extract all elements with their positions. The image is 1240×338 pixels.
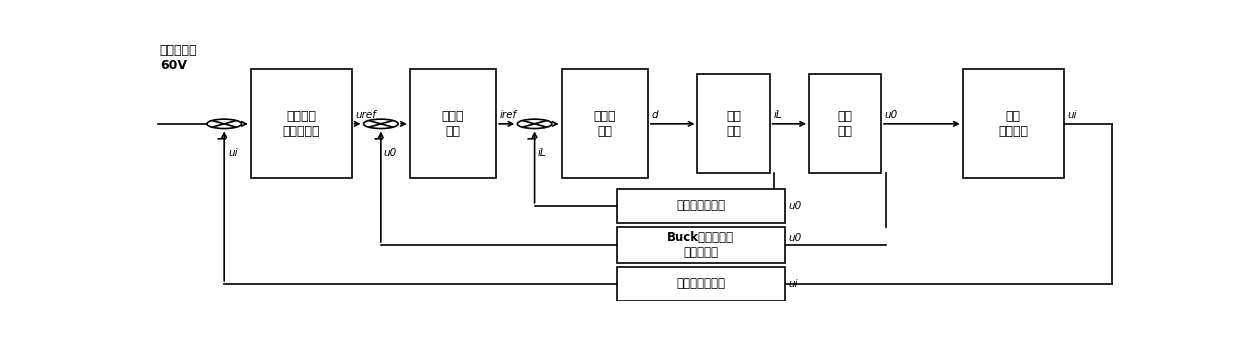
Bar — [808, 74, 882, 173]
Bar — [962, 69, 1064, 178]
Bar — [616, 189, 785, 223]
Bar — [250, 69, 351, 178]
Text: 电压
变换: 电压 变换 — [837, 110, 852, 138]
Text: −: − — [372, 131, 383, 145]
Bar — [616, 227, 785, 263]
Text: 60V: 60V — [160, 59, 187, 72]
Text: Buck变换器输出
电压反馈值: Buck变换器输出 电压反馈值 — [667, 231, 734, 259]
Text: 电感电流反馈值: 电感电流反馈值 — [676, 199, 725, 212]
Text: 电流
变换: 电流 变换 — [727, 110, 742, 138]
Text: 电压控
制器: 电压控 制器 — [441, 110, 464, 138]
Text: −: − — [526, 131, 537, 145]
Bar — [562, 69, 649, 178]
Text: d: d — [652, 110, 658, 120]
Text: 电流控
制器: 电流控 制器 — [594, 110, 616, 138]
Bar — [409, 69, 496, 178]
Text: ui: ui — [789, 279, 799, 289]
Text: iref: iref — [500, 110, 517, 120]
Text: iL: iL — [537, 148, 546, 158]
Text: ui: ui — [1068, 110, 1078, 120]
Text: 钢轨电压输入值: 钢轨电压输入值 — [676, 277, 725, 290]
Text: ui: ui — [228, 148, 238, 158]
Bar — [697, 74, 770, 173]
Text: u0: u0 — [885, 110, 898, 120]
Bar — [616, 267, 785, 301]
Text: u0: u0 — [789, 233, 802, 243]
Text: 变步长扰
动控制算法: 变步长扰 动控制算法 — [283, 110, 320, 138]
Text: u0: u0 — [383, 148, 397, 158]
Text: iL: iL — [774, 110, 782, 120]
Text: 给定电压值: 给定电压值 — [160, 45, 197, 57]
Text: −: − — [216, 131, 227, 145]
Text: uref: uref — [356, 110, 376, 120]
Text: 能量
控制算法: 能量 控制算法 — [998, 110, 1028, 138]
Text: u0: u0 — [789, 201, 802, 211]
